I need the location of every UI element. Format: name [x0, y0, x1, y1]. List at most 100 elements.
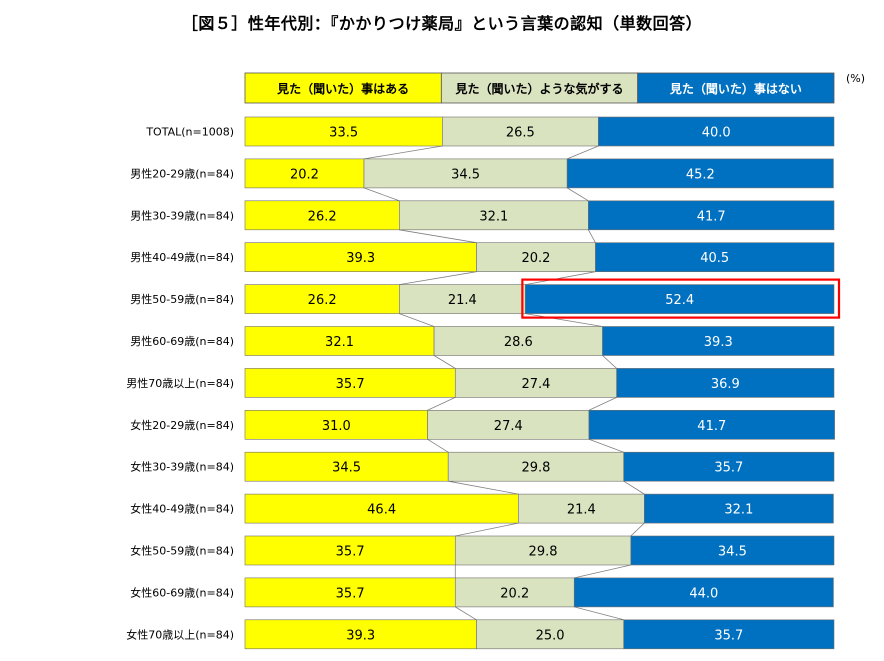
- series-line-1-row-1: [363, 145, 443, 160]
- data-label-5-series-1: 26.2: [308, 293, 337, 308]
- data-label-3-series-2: 32.1: [479, 209, 508, 224]
- data-label-11-series-1: 35.7: [336, 545, 365, 560]
- category-label-10: 女性40-49歳(n=84): [130, 502, 234, 516]
- data-label-8-series-1: 31.0: [322, 419, 351, 434]
- series-line-2-row-1: [567, 145, 599, 160]
- series-line-1-row-8: [427, 438, 449, 453]
- highlight-box: [521, 278, 841, 319]
- bar-1-series-2: [442, 116, 599, 147]
- data-label-4-series-1: 39.3: [346, 251, 375, 266]
- series-line-2-row-2: [566, 187, 589, 202]
- series-line-1-row-2: [363, 187, 400, 202]
- data-label-2-series-1: 20.2: [290, 167, 319, 182]
- series-line-1-row-6: [433, 355, 456, 369]
- data-label-9-series-2: 29.8: [521, 461, 550, 476]
- data-label-8-series-3: 41.7: [697, 419, 726, 434]
- series-line-1-row-7: [427, 397, 456, 411]
- bar-7-series-3: [616, 368, 835, 398]
- data-label-5-series-3: 52.4: [665, 293, 694, 308]
- bar-5-series-3: [525, 284, 835, 314]
- data-label-9-series-3: 35.7: [714, 461, 743, 476]
- data-label-6-series-3: 39.3: [704, 335, 733, 350]
- bar-3-series-1: [244, 200, 400, 231]
- bar-10-series-2: [517, 493, 645, 524]
- bar-10-series-1: [244, 493, 519, 524]
- chart-title: ［図５］性年代別：『かかりつけ薬局』という言葉の認知（単数回答）: [181, 14, 703, 33]
- category-label-3: 男性30-39歳(n=84): [130, 208, 234, 222]
- unit-label: (%): [846, 72, 865, 85]
- data-label-12-series-2: 20.2: [500, 586, 529, 601]
- data-label-10-series-2: 21.4: [567, 503, 596, 518]
- bar-5-series-1: [244, 284, 400, 314]
- category-label-2: 男性20-29歳(n=84): [130, 166, 234, 180]
- data-label-10-series-1: 46.4: [367, 503, 396, 518]
- series-line-2-row-11: [574, 564, 631, 579]
- bar-6-series-3: [602, 326, 835, 356]
- bar-8-series-2: [427, 409, 590, 440]
- series-line-1-row-4: [399, 271, 477, 285]
- series-line-2-row-8: [588, 438, 624, 453]
- bar-12-series-2: [454, 577, 575, 608]
- category-label-4: 男性40-49歳(n=84): [130, 250, 234, 264]
- data-label-12-series-1: 35.7: [336, 586, 365, 601]
- data-label-6-series-2: 28.6: [504, 335, 533, 350]
- category-label-7: 男性70歳以上(n=84): [126, 376, 234, 390]
- bar-7-series-2: [454, 368, 617, 398]
- bar-2-series-3: [566, 158, 834, 189]
- data-label-1-series-3: 40.0: [702, 126, 731, 141]
- category-label-13: 女性70歳以上(n=84): [126, 627, 234, 641]
- series-line-1-row-10: [455, 522, 519, 537]
- bar-1-series-3: [598, 116, 835, 147]
- bar-7-series-1: [244, 368, 456, 398]
- data-label-10-series-3: 32.1: [724, 503, 753, 518]
- bar-9-series-3: [623, 451, 835, 482]
- bar-3-series-3: [588, 200, 835, 231]
- data-label-2-series-2: 34.5: [451, 167, 480, 182]
- bar-11-series-1: [244, 535, 456, 566]
- bar-8-series-3: [588, 409, 835, 440]
- category-label-11: 女性50-59歳(n=84): [130, 544, 234, 558]
- series-line-2-row-4: [525, 271, 596, 285]
- bar-10-series-3: [644, 493, 834, 524]
- bar-8-series-1: [244, 409, 428, 440]
- bar-11-series-3: [630, 535, 835, 566]
- data-label-4-series-2: 20.2: [521, 251, 550, 266]
- legend-swatch-2: [440, 72, 639, 104]
- bar-5-series-2: [399, 284, 526, 314]
- category-label-1: TOTAL(n=1008): [145, 126, 234, 139]
- series-line-2-row-6: [602, 355, 617, 369]
- bar-13-series-3: [623, 619, 835, 650]
- data-label-13-series-2: 25.0: [536, 628, 565, 643]
- data-label-5-series-2: 21.4: [448, 293, 477, 308]
- bar-13-series-2: [476, 619, 625, 650]
- data-label-9-series-1: 34.5: [332, 461, 361, 476]
- bar-1-series-1: [244, 116, 443, 147]
- data-label-13-series-3: 35.7: [714, 628, 743, 643]
- series-line-2-row-12: [574, 606, 624, 621]
- series-line-1-row-3: [399, 229, 477, 244]
- legend-label-2: 見た（聞いた）ような気がする: [454, 81, 623, 96]
- series-line-2-row-10: [630, 522, 645, 537]
- data-label-13-series-1: 39.3: [346, 628, 375, 643]
- category-label-9: 女性30-39歳(n=84): [130, 460, 234, 474]
- bar-12-series-3: [573, 577, 834, 608]
- data-label-7-series-1: 35.7: [336, 377, 365, 392]
- bar-9-series-2: [447, 451, 625, 482]
- bar-4-series-3: [595, 242, 835, 272]
- legend-swatch-3: [637, 72, 835, 104]
- series-line-1-row-9: [448, 480, 519, 495]
- data-label-11-series-2: 29.8: [529, 545, 558, 560]
- category-label-12: 女性60-69歳(n=84): [130, 585, 234, 599]
- series-line-1-row-5: [399, 313, 435, 327]
- data-label-4-series-3: 40.5: [700, 251, 729, 266]
- bar-12-series-1: [244, 577, 456, 608]
- data-label-6-series-1: 32.1: [325, 335, 354, 350]
- bar-4-series-1: [244, 242, 477, 272]
- series-line-2-row-7: [588, 397, 617, 411]
- bar-13-series-1: [244, 619, 477, 650]
- bar-4-series-2: [476, 242, 596, 272]
- data-label-7-series-2: 27.4: [521, 377, 550, 392]
- data-label-2-series-3: 45.2: [686, 167, 715, 182]
